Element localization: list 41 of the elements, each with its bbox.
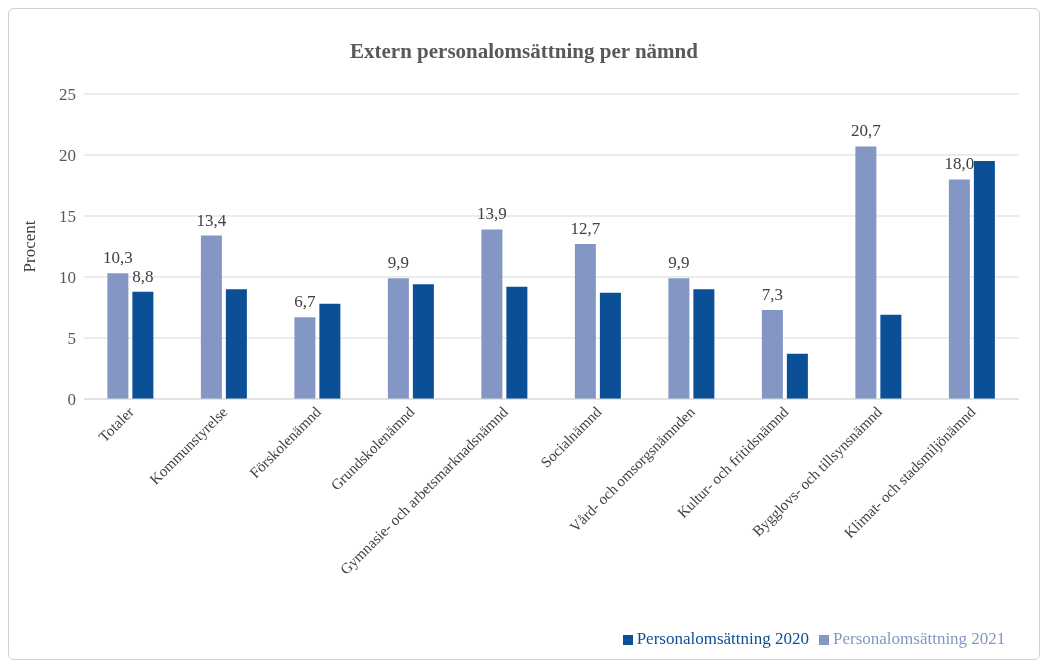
data-label: 8,8 [132, 266, 154, 286]
bar [319, 303, 341, 399]
bar [668, 278, 690, 399]
bar [973, 161, 995, 399]
bar [786, 353, 808, 399]
y-tick-label: 5 [67, 329, 76, 349]
y-tick-label: 0 [67, 390, 76, 410]
bar [574, 244, 596, 399]
data-label: 9,9 [668, 253, 690, 273]
chart-title: Extern personalomsättning per nämnd [349, 38, 699, 65]
y-tick-label: 15 [59, 207, 76, 227]
y-tick-label: 25 [59, 85, 76, 105]
data-label: 9,9 [387, 253, 409, 273]
data-label: 7,3 [761, 284, 783, 304]
data-label: 18,0 [944, 154, 975, 174]
bar [412, 284, 434, 399]
bar [387, 278, 409, 399]
y-tick-label: 10 [59, 268, 76, 288]
data-label: 13,4 [196, 210, 227, 230]
bar [225, 289, 247, 399]
bar [294, 317, 316, 399]
bar [132, 291, 154, 399]
bar [761, 309, 783, 399]
bar [693, 289, 715, 399]
data-label: 13,9 [477, 204, 507, 224]
data-label: 6,7 [294, 292, 316, 312]
data-label: 12,7 [570, 219, 601, 239]
bar [506, 286, 528, 399]
data-label: 20,7 [851, 121, 882, 141]
y-tick-label: 20 [59, 146, 76, 166]
y-axis-title: Procent [20, 220, 40, 273]
bar [880, 314, 902, 399]
bar [107, 273, 129, 399]
data-label: 10,3 [103, 248, 133, 268]
bar [948, 179, 970, 399]
bar [481, 229, 503, 399]
bar [200, 235, 222, 399]
bar [855, 146, 877, 399]
bar [599, 292, 621, 399]
legend-label: Personalomsättning 2021 [833, 629, 1006, 648]
legend-label: Personalomsättning 2020 [636, 629, 809, 648]
